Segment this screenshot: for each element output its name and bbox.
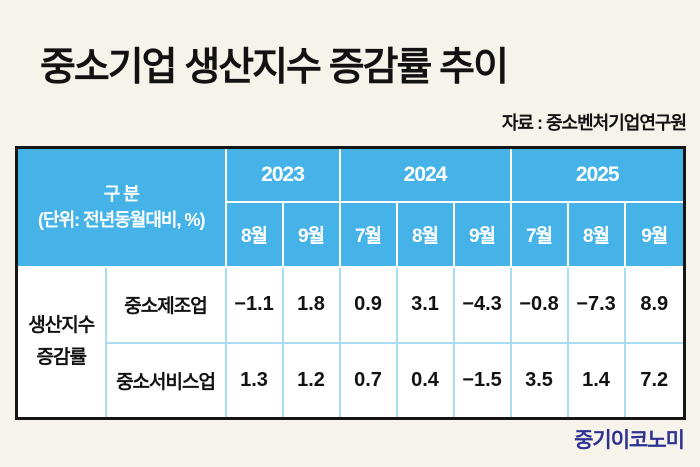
month-header-2023-aug: 8월 xyxy=(224,200,284,268)
value-services-2024-sep: −1.5 xyxy=(452,341,512,420)
value-manufacturing-2024-sep: −4.3 xyxy=(452,265,512,344)
month-header-2025-jul: 7월 xyxy=(509,200,569,268)
value-services-2023-sep: 1.2 xyxy=(281,341,341,420)
value-services-2024-jul: 0.7 xyxy=(338,341,398,420)
table-row-services: 중소서비스업 1.3 1.2 0.7 0.4 −1.5 3.5 1.4 7.2 xyxy=(17,341,686,420)
page-title: 중소기업 생산지수 증감률 추이 xyxy=(40,46,509,89)
row-group-label: 생산지수 증감률 xyxy=(15,265,107,420)
source-credit: 자료 : 중소벤처기업연구원 xyxy=(501,113,687,133)
month-header-2023-sep: 9월 xyxy=(281,200,341,268)
value-services-2025-jul: 3.5 xyxy=(509,341,569,420)
table-row-manufacturing: 생산지수 증감률 중소제조업 −1.1 1.8 0.9 3.1 −4.3 −0.… xyxy=(15,265,686,420)
value-services-2025-aug: 1.4 xyxy=(566,341,626,420)
corner-header-line1: 구 분 xyxy=(103,184,140,205)
month-header-2024-jul: 7월 xyxy=(338,200,398,268)
brand-logo: 중기이코노미 xyxy=(574,429,685,452)
row-group-line1: 생산지수 xyxy=(28,314,95,336)
month-header-2024-aug: 8월 xyxy=(395,200,455,268)
value-manufacturing-2023-aug: −1.1 xyxy=(224,265,284,344)
year-header-row: 구 분 (단위: 전년동월대비, %) 2023 2024 2025 xyxy=(15,146,686,268)
value-manufacturing-2025-aug: −7.3 xyxy=(566,265,626,344)
value-manufacturing-2024-jul: 0.9 xyxy=(338,265,398,344)
year-header-2024: 2024 xyxy=(338,146,512,203)
month-header-2025-aug: 8월 xyxy=(566,200,626,268)
corner-header-line2: (단위: 전년동월대비, %) xyxy=(38,210,205,231)
value-manufacturing-2025-sep: 8.9 xyxy=(623,265,686,344)
row-group-line2: 증감률 xyxy=(36,347,87,369)
month-header-2025-sep: 9월 xyxy=(623,200,686,268)
value-manufacturing-2024-aug: 3.1 xyxy=(395,265,455,344)
row-label-services: 중소서비스업 xyxy=(104,341,227,420)
value-manufacturing-2025-jul: −0.8 xyxy=(509,265,569,344)
value-services-2024-aug: 0.4 xyxy=(395,341,455,420)
value-manufacturing-2023-sep: 1.8 xyxy=(281,265,341,344)
month-header-row: 8월 9월 7월 8월 9월 7월 8월 9월 xyxy=(17,200,686,268)
year-header-2025: 2025 xyxy=(509,146,686,203)
month-header-2024-sep: 9월 xyxy=(452,200,512,268)
corner-header: 구 분 (단위: 전년동월대비, %) xyxy=(15,146,227,268)
production-index-table: 구 분 (단위: 전년동월대비, %) 2023 2024 2025 8월 9월… xyxy=(15,146,686,420)
year-header-2023: 2023 xyxy=(224,146,341,203)
value-services-2023-aug: 1.3 xyxy=(224,341,284,420)
row-label-manufacturing: 중소제조업 xyxy=(104,265,227,344)
value-services-2025-sep: 7.2 xyxy=(623,341,686,420)
